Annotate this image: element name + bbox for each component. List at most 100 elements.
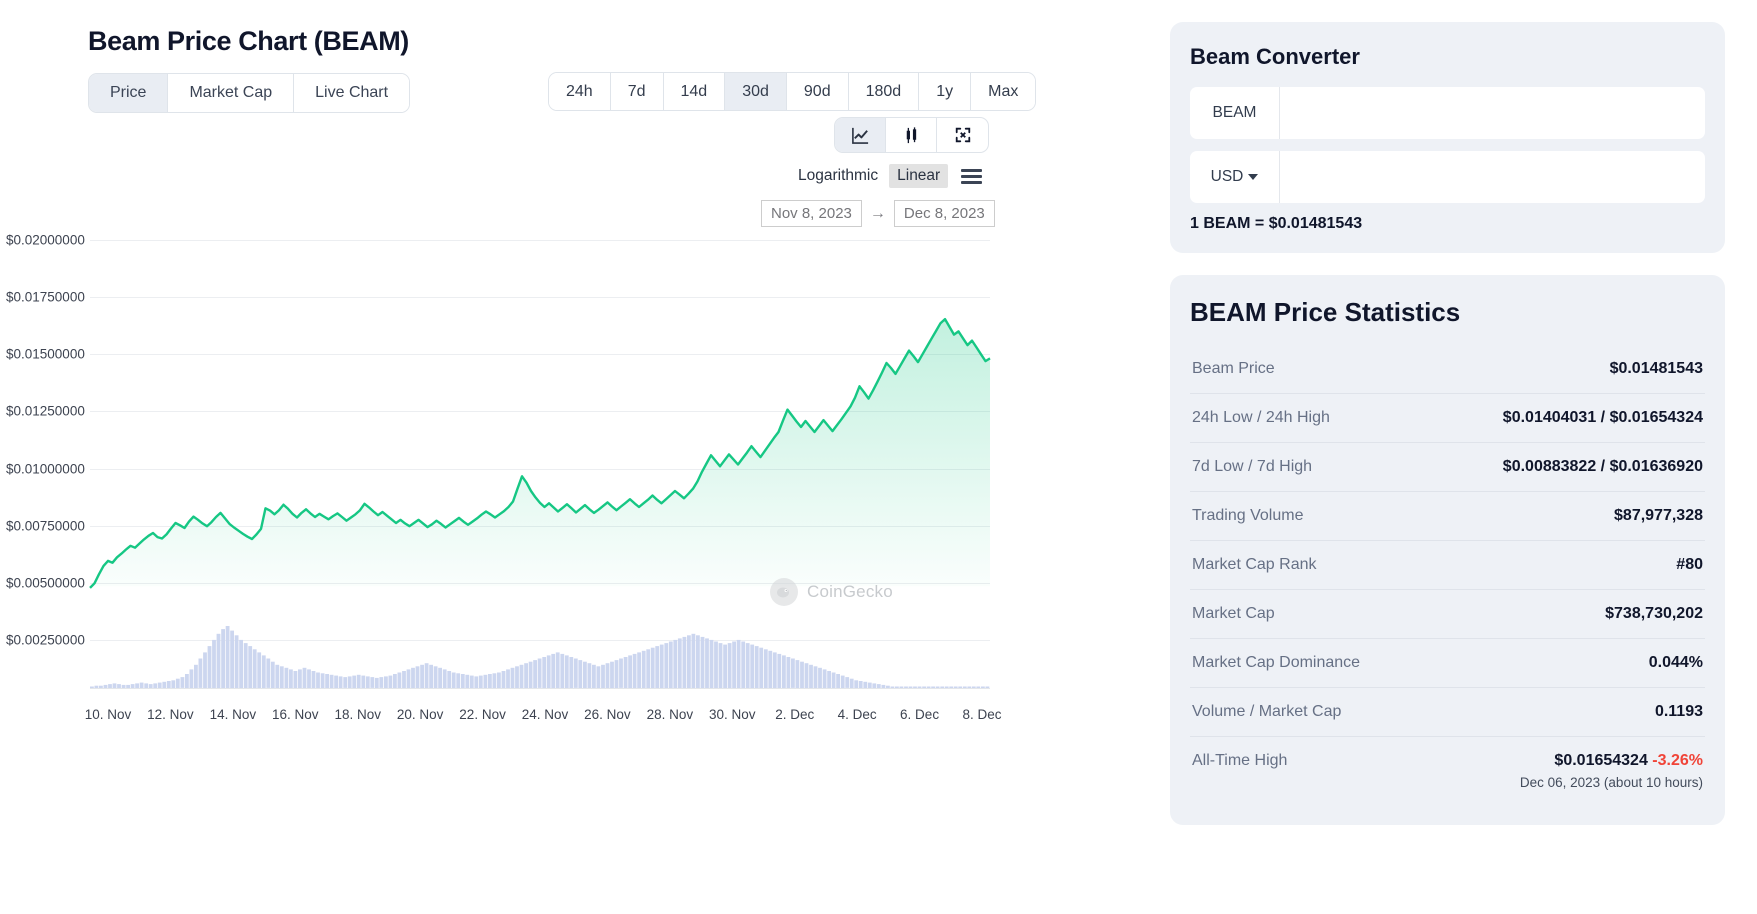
range-button-30d[interactable]: 30d	[725, 73, 787, 111]
statistics-row-label: All-Time High	[1192, 752, 1288, 769]
statistics-row-value-wrap: $0.01404031 / $0.01654324	[1503, 409, 1703, 427]
range-button-24h[interactable]: 24h	[549, 73, 611, 111]
y-axis-tick-label: $0.00750000	[6, 518, 85, 534]
y-axis-tick-label: $0.01250000	[6, 403, 85, 419]
converter-title: Beam Converter	[1190, 44, 1360, 69]
line-chart-icon[interactable]	[835, 118, 886, 152]
statistics-row: Trading Volume $87,977,328	[1190, 491, 1705, 540]
scale-logarithmic-option[interactable]: Logarithmic	[798, 167, 879, 184]
converter-to-symbol[interactable]: USD	[1190, 151, 1280, 203]
statistics-title: BEAM Price Statistics	[1190, 297, 1461, 327]
grid-line	[90, 297, 990, 299]
x-axis-tick-label: 14. Nov	[209, 707, 257, 722]
statistics-row-value-wrap: $87,977,328	[1614, 507, 1703, 525]
x-axis-tick-label: 18. Nov	[334, 707, 381, 722]
statistics-row-value-wrap: 0.1193	[1655, 703, 1703, 721]
y-axis-tick-label: $0.01750000	[6, 289, 85, 305]
time-range-group[interactable]: 24h 7d 14d 30d 90d 180d 1y Max	[548, 72, 1037, 112]
statistics-row-label: Market Cap Dominance	[1192, 654, 1361, 671]
statistics-row-label: Beam Price	[1192, 360, 1275, 377]
statistics-row-value: $738,730,202	[1605, 605, 1703, 622]
statistics-row: Beam Price $0.01481543	[1190, 345, 1705, 393]
grid-line	[90, 354, 990, 356]
statistics-row-value: $0.01481543	[1609, 360, 1703, 377]
hamburger-menu-icon[interactable]	[961, 168, 983, 184]
statistics-row-value: 0.1193	[1654, 703, 1703, 720]
range-button-180d[interactable]: 180d	[848, 73, 920, 111]
statistics-row: Market Cap Dominance 0.044%	[1190, 638, 1705, 687]
statistics-row-label: Trading Volume	[1192, 507, 1304, 524]
statistics-row: Market Cap Rank #80	[1190, 540, 1705, 589]
statistics-row-value-wrap: 0.044%	[1649, 654, 1703, 672]
statistics-row-change: -3.26%	[1647, 752, 1703, 769]
grid-line	[90, 468, 990, 470]
statistics-row-value: $0.00883822 / $0.01636920	[1502, 458, 1703, 475]
x-axis-tick-label: 2. Dec	[775, 707, 815, 722]
converter-from-field[interactable]: BEAM	[1190, 87, 1705, 139]
statistics-row-label: Market Cap Rank	[1192, 556, 1317, 573]
fullscreen-icon[interactable]	[937, 118, 988, 152]
converter-card: Beam Converter BEAM USD 1 BEAM = $0.0148…	[1170, 22, 1725, 253]
statistics-row-label: 7d Low / 7d High	[1192, 458, 1313, 475]
x-axis-tick-label: 6. Dec	[900, 707, 940, 722]
sidebar: Beam Converter BEAM USD 1 BEAM = $0.0148…	[1148, 0, 1757, 914]
price-area-series	[89, 317, 991, 589]
view-tab-price[interactable]: Price	[89, 74, 169, 113]
statistics-row-value: $0.01404031 / $0.01654324	[1502, 409, 1703, 426]
statistics-row-label: Market Cap	[1192, 605, 1275, 622]
statistics-row-value-wrap: $0.01654324 -3.26% Dec 06, 2023 (about 10…	[1520, 752, 1703, 790]
y-axis-tick-label: $0.02000000	[6, 232, 85, 248]
chart-type-group[interactable]	[834, 117, 989, 153]
gecko-icon	[770, 578, 798, 606]
statistics-row: All-Time High $0.01654324 -3.26% Dec 06, 2…	[1190, 736, 1705, 805]
x-axis-tick-label: 16. Nov	[272, 707, 319, 722]
chevron-down-icon[interactable]	[1248, 174, 1259, 180]
range-button-14d[interactable]: 14d	[663, 73, 726, 111]
statistics-row: Volume / Market Cap 0.1193	[1190, 687, 1705, 736]
statistics-row-value: $87,977,328	[1614, 507, 1703, 524]
x-axis-tick-label: 12. Nov	[147, 707, 194, 722]
price-chart-plot[interactable]: $0.02000000 $0.01750000 $0.01500000 $0.0125…	[0, 210, 1002, 723]
range-button-1y[interactable]: 1y	[919, 73, 972, 111]
grid-line	[90, 411, 990, 413]
statistics-row: Market Cap $738,730,202	[1190, 589, 1705, 638]
statistics-row-value: 0.044%	[1648, 654, 1703, 671]
grid-line	[90, 240, 990, 241]
statistics-row-subtext: Dec 06, 2023 (about 10 hours)	[1519, 775, 1703, 790]
x-axis-tick-label: 24. Nov	[521, 707, 569, 722]
watermark-label: CoinGecko	[807, 582, 893, 601]
converter-rate: 1 BEAM = $0.01481543	[1190, 215, 1363, 232]
range-button-90d[interactable]: 90d	[786, 73, 849, 111]
chart-column: Beam Price Chart (BEAM) Price Market Cap L…	[0, 26, 1037, 723]
x-axis-tick-label: 28. Nov	[646, 707, 694, 722]
statistics-card: BEAM Price Statistics Beam Price $0.01481…	[1170, 275, 1725, 825]
range-button-7d[interactable]: 7d	[610, 73, 664, 111]
statistics-row-value-wrap: $0.00883822 / $0.01636920	[1503, 458, 1703, 476]
converter-to-input[interactable]	[1280, 151, 1705, 203]
x-axis-tick-label: 20. Nov	[396, 707, 444, 722]
x-axis-tick-label: 10. Nov	[84, 707, 132, 722]
y-axis-tick-label: $0.00500000	[6, 575, 85, 591]
scale-toggle[interactable]: Logarithmic Linear	[796, 164, 983, 188]
statistics-row-value: $0.01654324 -3.26%	[1554, 752, 1703, 769]
date-from-input[interactable]: Nov 8, 2023	[761, 200, 862, 227]
candlestick-chart-icon[interactable]	[886, 118, 937, 152]
date-range-row[interactable]: Nov 8, 2023 → Dec 8, 2023	[761, 200, 995, 227]
chart-toolbar: 24h 7d 14d 30d 90d 180d 1y Max Logarithmic Line…	[548, 72, 1037, 227]
statistics-row-label: 24h Low / 24h High	[1192, 409, 1330, 426]
statistics-row-value-wrap: #80	[1676, 556, 1703, 574]
view-tab-live-chart[interactable]: Live Chart	[294, 74, 410, 113]
converter-to-field[interactable]: USD	[1190, 151, 1705, 203]
date-arrow-icon: →	[869, 204, 886, 222]
volume-bar-series	[90, 626, 990, 689]
converter-from-symbol: BEAM	[1190, 87, 1280, 139]
x-axis-labels: 10. Nov 12. Nov 14. Nov 16. Nov 18. Nov 20. N…	[0, 707, 1002, 735]
range-button-max[interactable]: Max	[971, 73, 1036, 111]
scale-linear-option[interactable]: Linear	[889, 164, 949, 188]
converter-from-input[interactable]	[1280, 87, 1705, 139]
date-to-input[interactable]: Dec 8, 2023	[893, 200, 995, 227]
view-tab-group[interactable]: Price Market Cap Live Chart	[88, 73, 411, 114]
view-tab-market-cap[interactable]: Market Cap	[168, 74, 295, 113]
y-axis-tick-label: $0.00250000	[6, 632, 85, 648]
